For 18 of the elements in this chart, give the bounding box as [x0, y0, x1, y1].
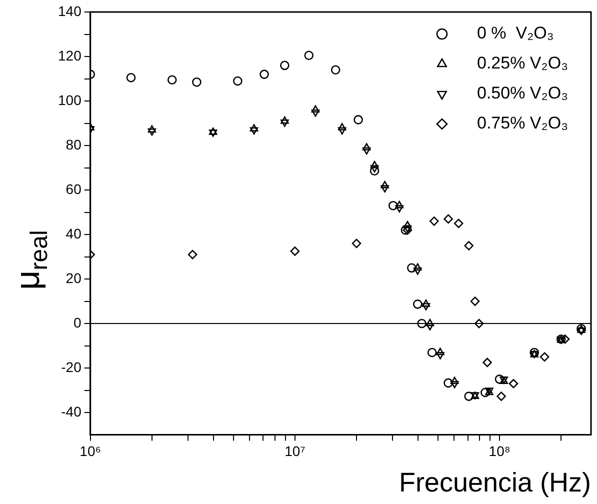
y-tick-label: 100 [58, 92, 82, 108]
x-tick-label: 10⁸ [488, 443, 510, 460]
x-tick-label: 10⁷ [284, 443, 306, 460]
legend-label: 0.25% V₂O₃ [476, 54, 568, 73]
x-tick-label: 10⁶ [80, 443, 102, 460]
y-tick-label: 80 [66, 136, 82, 152]
y-tick-label: 120 [58, 47, 82, 64]
y-tick-label: 0 [74, 314, 82, 330]
legend-label: 0.75% V₂O₃ [476, 114, 568, 133]
x-axis-title: Frecuencia (Hz) [398, 467, 591, 498]
y-tick-label: 140 [58, 2, 82, 19]
y-tick-label: -40 [61, 403, 82, 420]
y-tick-label: -20 [61, 358, 82, 375]
legend-label: 0 % V₂O₃ [476, 24, 554, 43]
y-tick-label: 20 [66, 270, 82, 286]
y-tick-label: 60 [66, 180, 82, 197]
legend-label: 0.50% V₂O₃ [476, 84, 568, 103]
y-tick-label: 40 [66, 225, 82, 242]
